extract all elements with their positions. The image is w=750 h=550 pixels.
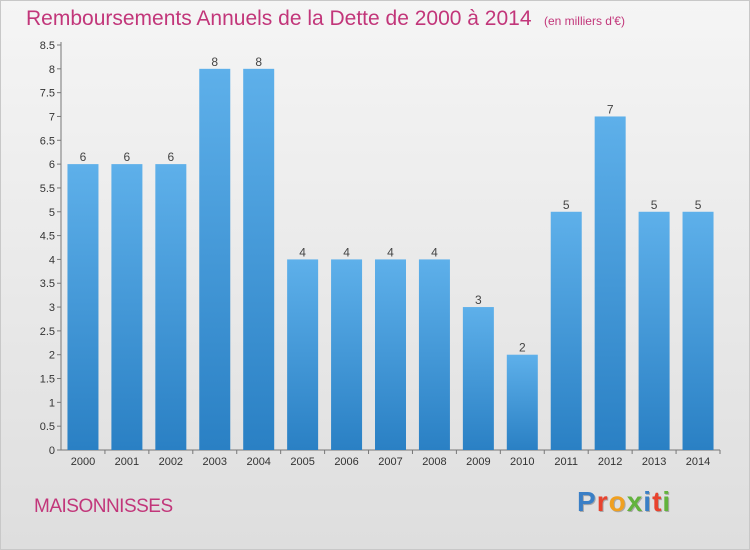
brand-letter: o — [608, 486, 627, 517]
y-tick-label: 5 — [49, 207, 55, 219]
x-tick-label: 2004 — [246, 456, 270, 468]
y-tick-label: 1 — [49, 397, 55, 409]
y-tick-label: 8 — [49, 64, 55, 76]
bar — [111, 164, 143, 450]
brand-letter: i — [643, 486, 653, 517]
x-tick-label: 2013 — [642, 456, 666, 468]
x-tick-label: 2001 — [115, 456, 139, 468]
data-label: 6 — [80, 150, 87, 164]
bar — [199, 68, 231, 450]
bar — [594, 116, 626, 451]
x-tick-label: 2003 — [203, 456, 227, 468]
y-tick-label: 2.5 — [40, 326, 55, 338]
x-tick-label: 2010 — [510, 456, 534, 468]
brand-letter: i — [662, 486, 672, 517]
bar — [155, 164, 187, 450]
data-label: 5 — [651, 198, 658, 212]
x-tick-label: 2006 — [334, 456, 358, 468]
bar — [550, 211, 582, 450]
data-label: 4 — [299, 245, 306, 259]
bar — [418, 259, 450, 450]
data-label: 4 — [387, 245, 394, 259]
x-tick-label: 2009 — [466, 456, 490, 468]
y-tick-label: 3.5 — [40, 278, 55, 290]
bar — [287, 259, 319, 450]
y-tick-label: 4.5 — [40, 231, 55, 243]
bar — [331, 259, 363, 450]
chart-header: Remboursements Annuels de la Dette de 20… — [26, 7, 625, 31]
x-tick-label: 2011 — [554, 456, 578, 468]
data-label: 5 — [695, 198, 702, 212]
brand-letter: P — [577, 486, 597, 517]
data-label: 3 — [475, 293, 482, 307]
bar — [375, 259, 406, 450]
brand-letter: t — [652, 486, 663, 517]
y-tick-label: 7 — [49, 111, 55, 123]
y-tick-label: 7.5 — [40, 88, 55, 100]
x-tick-label: 2012 — [598, 456, 622, 468]
data-label: 6 — [167, 150, 174, 164]
data-label: 5 — [563, 198, 570, 212]
y-tick-label: 6 — [49, 159, 55, 171]
y-tick-label: 2 — [49, 350, 55, 362]
y-tick-label: 0 — [49, 445, 55, 457]
x-tick-label: 2002 — [159, 456, 183, 468]
data-label: 2 — [519, 341, 526, 355]
x-tick-label: 2007 — [378, 456, 402, 468]
x-tick-label: 2014 — [686, 456, 710, 468]
bar — [682, 211, 714, 450]
commune-name: MAISONNISSES — [34, 496, 173, 517]
data-label: 6 — [124, 150, 131, 164]
x-tick-label: 2005 — [290, 456, 314, 468]
data-label: 8 — [255, 55, 262, 69]
bar — [506, 354, 538, 450]
data-label: 4 — [343, 245, 350, 259]
y-tick-label: 8.5 — [40, 40, 55, 52]
y-tick-label: 3 — [49, 302, 55, 314]
bar — [638, 211, 670, 450]
y-tick-label: 4 — [49, 254, 55, 266]
proxiti-logo[interactable]: Proxiti — [577, 486, 671, 518]
chart-subtitle: (en milliers d'€) — [543, 14, 625, 28]
data-label: 4 — [431, 245, 438, 259]
brand-letter: r — [596, 486, 609, 517]
data-label: 8 — [211, 55, 218, 69]
bar — [462, 307, 494, 450]
brand-letter: x — [626, 486, 644, 517]
y-tick-label: 5.5 — [40, 183, 55, 195]
bar — [243, 68, 275, 450]
data-label: 7 — [607, 102, 614, 116]
y-tick-label: 1.5 — [40, 374, 55, 386]
y-tick-label: 6.5 — [40, 135, 55, 147]
x-tick-label: 2008 — [422, 456, 446, 468]
y-tick-label: 0.5 — [40, 421, 55, 433]
chart-title: Remboursements Annuels de la Dette de 20… — [26, 7, 532, 30]
bar — [67, 164, 99, 450]
x-tick-label: 2000 — [71, 456, 95, 468]
